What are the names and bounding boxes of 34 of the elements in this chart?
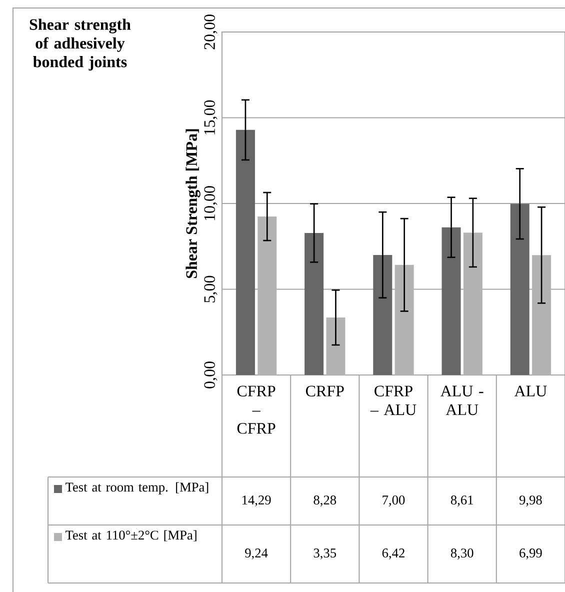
x-tick-label: ALU xyxy=(514,386,547,396)
y-tick-label: 10,00 xyxy=(204,186,218,220)
text: Shear strength of adhesively bonded joints xyxy=(30,18,131,71)
data-label: 6,99 xyxy=(520,548,542,560)
bar xyxy=(442,227,461,375)
x-tick-label: CFRP – ALU xyxy=(370,386,416,416)
data-label: 14,29 xyxy=(242,496,271,506)
x-tick-label: CFRP – CFRP xyxy=(237,386,276,434)
y-axis-title: Shear Strength [MPa] xyxy=(186,129,200,278)
data-label: 3,35 xyxy=(314,548,336,560)
data-label: 8,28 xyxy=(314,496,336,506)
data-label: 9,98 xyxy=(519,496,542,506)
y-tick-label: 0,00 xyxy=(204,362,218,388)
data-label: 8,30 xyxy=(450,548,474,560)
y-tick-label: 15,00 xyxy=(204,100,218,134)
bar xyxy=(394,264,414,375)
bar xyxy=(373,254,392,375)
bar xyxy=(532,255,552,375)
bar xyxy=(304,232,324,375)
bar xyxy=(258,216,277,375)
x-tick-label: ALU - ALU xyxy=(440,386,484,416)
data-label: 6,42 xyxy=(382,548,404,560)
bar xyxy=(236,130,255,375)
legend-label: Test at 110°±2°C [MPa] xyxy=(66,530,196,542)
bar xyxy=(463,232,482,375)
data-label: 8,61 xyxy=(450,496,473,506)
y-tick-label: 20,00 xyxy=(204,14,218,50)
legend-label: Test at room temp. [MPa] xyxy=(66,482,208,494)
x-tick-label: CRFP xyxy=(306,386,344,396)
data-label: 7,00 xyxy=(382,496,405,506)
bar xyxy=(510,204,530,375)
data-label: 9,24 xyxy=(245,548,268,560)
y-tick-label: 5,00 xyxy=(204,276,218,302)
bar xyxy=(326,318,346,375)
